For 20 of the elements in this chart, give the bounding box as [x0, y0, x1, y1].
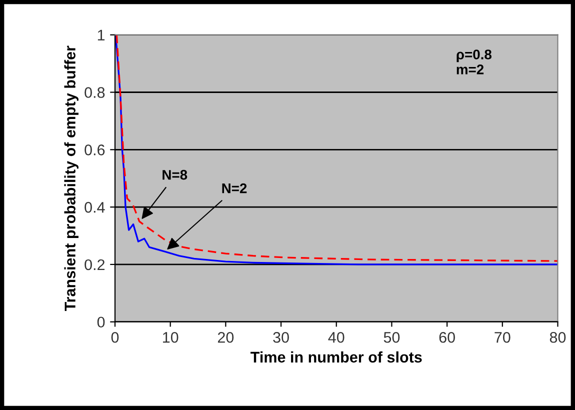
y-tick-label: 1: [98, 30, 105, 40]
x-axis-title: Time in number of slots: [250, 351, 422, 363]
x-tick-label: 70: [494, 332, 510, 343]
x-tick-label: 10: [163, 332, 178, 343]
y-tick-label: 0.6: [84, 144, 105, 156]
annotation: N=8: [162, 170, 188, 180]
x-tick-label: 80: [550, 332, 566, 343]
x-tick-label: 30: [273, 332, 289, 343]
x-tick-label: 0: [111, 332, 119, 343]
annotation: N=2: [222, 183, 247, 194]
x-tick-label: 40: [328, 332, 344, 343]
y-tick-label: 0.2: [84, 259, 105, 270]
x-tick-label: 60: [439, 332, 455, 343]
x-tick-label: 20: [218, 332, 234, 343]
y-tick-label: 0: [97, 316, 105, 328]
x-tick-label: 50: [384, 332, 400, 343]
y-tick-label: 0.4: [84, 202, 105, 213]
annotation: ρ=0.8 m=2: [456, 50, 492, 74]
y-axis-title: Transient probability of empty buffer: [64, 46, 78, 312]
y-tick-label: 0.8: [84, 87, 105, 98]
